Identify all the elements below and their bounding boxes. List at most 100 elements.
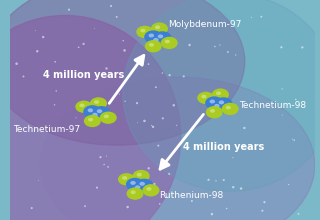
Text: 4 million years: 4 million years [183, 142, 264, 152]
Point [238, 187, 244, 190]
Point [52, 60, 58, 64]
Point [212, 45, 218, 48]
Point [146, 167, 151, 170]
Point [123, 99, 128, 103]
Point [167, 73, 172, 77]
Point [114, 15, 119, 19]
Point [280, 87, 285, 91]
Ellipse shape [0, 15, 181, 220]
Circle shape [136, 26, 153, 38]
Circle shape [104, 114, 109, 118]
Point [157, 202, 162, 206]
Circle shape [97, 109, 102, 113]
Point [139, 29, 144, 32]
Point [81, 42, 86, 46]
Point [122, 49, 127, 52]
Point [83, 204, 88, 208]
Point [67, 8, 72, 11]
Point [217, 43, 222, 47]
Point [134, 101, 140, 105]
Point [213, 179, 219, 183]
Point [156, 144, 161, 147]
Circle shape [75, 101, 92, 113]
Point [160, 117, 165, 120]
Circle shape [148, 33, 154, 37]
Circle shape [100, 112, 117, 124]
Point [21, 75, 26, 78]
Circle shape [210, 99, 215, 103]
Circle shape [135, 179, 153, 192]
Circle shape [149, 43, 154, 47]
Circle shape [201, 95, 206, 98]
Circle shape [206, 106, 223, 118]
Point [242, 126, 247, 130]
Text: 4 million years: 4 million years [43, 70, 124, 80]
Point [300, 46, 305, 49]
Circle shape [214, 104, 220, 108]
Point [233, 53, 238, 57]
Point [135, 121, 140, 124]
Circle shape [153, 31, 172, 44]
Point [137, 178, 142, 182]
Text: Technetium-98: Technetium-98 [239, 101, 306, 110]
Circle shape [147, 187, 152, 191]
Point [174, 123, 179, 127]
Circle shape [149, 35, 167, 48]
Text: Molybdenum-97: Molybdenum-97 [169, 20, 242, 29]
Circle shape [122, 176, 127, 180]
Point [150, 125, 156, 129]
Point [94, 186, 100, 189]
Circle shape [84, 115, 101, 127]
Circle shape [158, 34, 163, 38]
Point [293, 98, 298, 101]
Circle shape [90, 97, 107, 110]
Point [142, 119, 147, 123]
Point [262, 200, 267, 204]
Circle shape [88, 110, 106, 123]
Circle shape [92, 106, 111, 119]
Point [76, 46, 81, 49]
Point [249, 15, 254, 19]
Point [153, 86, 158, 89]
Circle shape [165, 40, 170, 43]
Circle shape [161, 37, 178, 49]
Circle shape [140, 182, 145, 186]
Point [35, 50, 40, 53]
Circle shape [210, 109, 215, 113]
Point [189, 199, 195, 203]
Circle shape [153, 38, 159, 42]
Point [98, 155, 103, 159]
Point [148, 33, 153, 36]
Point [108, 4, 114, 8]
Point [146, 62, 151, 66]
Ellipse shape [0, 0, 245, 145]
Point [221, 178, 226, 182]
Circle shape [126, 178, 144, 191]
Circle shape [88, 108, 93, 112]
Point [280, 113, 285, 117]
Point [33, 29, 38, 32]
Point [125, 205, 130, 209]
Point [206, 178, 211, 182]
Point [29, 206, 34, 210]
Circle shape [92, 113, 98, 117]
Circle shape [155, 25, 160, 29]
Circle shape [130, 181, 136, 185]
Circle shape [140, 29, 146, 32]
Circle shape [151, 22, 168, 35]
Circle shape [144, 30, 163, 44]
Circle shape [126, 187, 144, 200]
Point [296, 212, 301, 216]
Circle shape [216, 91, 221, 95]
Circle shape [79, 103, 84, 107]
Point [167, 40, 172, 44]
Circle shape [212, 88, 229, 101]
Point [74, 116, 79, 119]
Point [14, 62, 19, 66]
Point [52, 103, 57, 106]
Text: Technetium-97: Technetium-97 [13, 125, 80, 134]
Point [259, 15, 264, 18]
Circle shape [118, 173, 135, 185]
Point [260, 209, 265, 213]
Circle shape [131, 182, 149, 195]
